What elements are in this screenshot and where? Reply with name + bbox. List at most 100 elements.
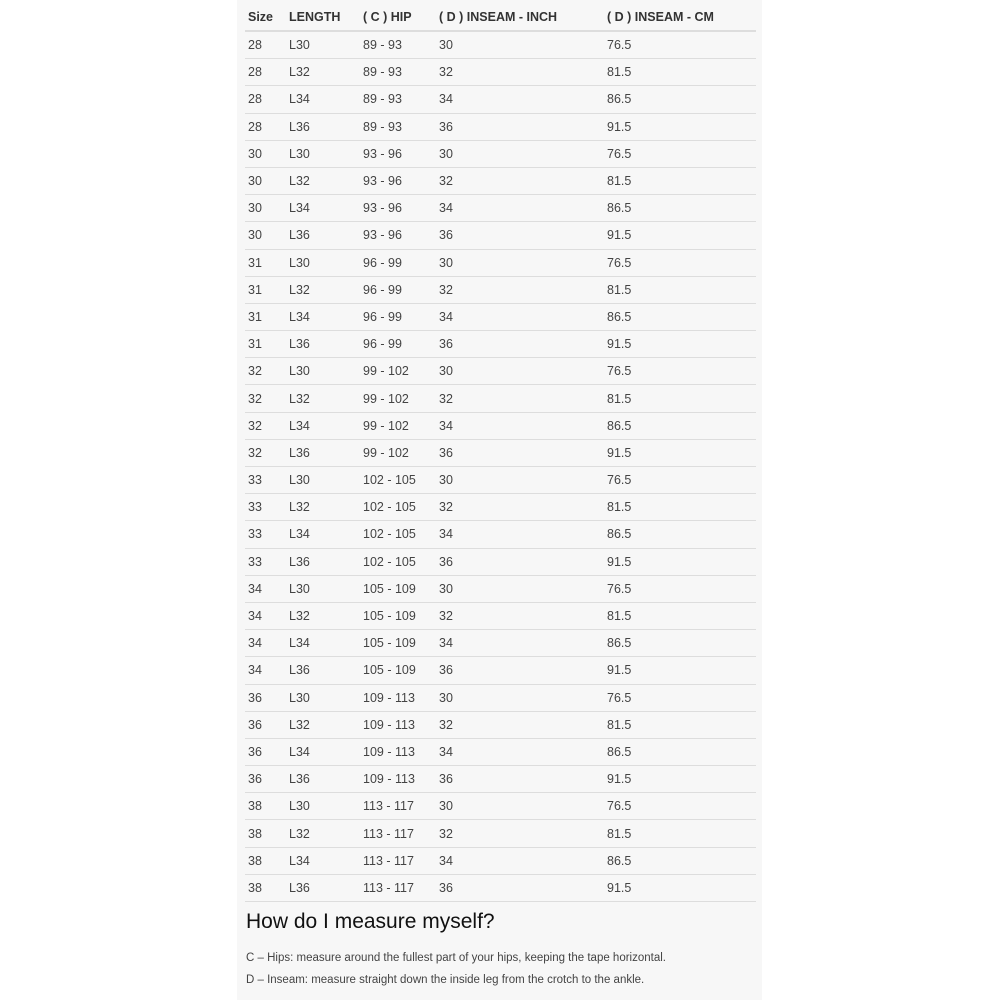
cell-size: 31: [245, 248, 286, 277]
cell-hip: 99 - 102: [360, 411, 436, 440]
cell-inseam-inch: 30: [436, 248, 604, 277]
table-row: 28 L30 89 - 93 30 76.5: [245, 30, 756, 59]
cell-size: 28: [245, 85, 286, 114]
cell-length: L34: [286, 846, 360, 875]
cell-length: L32: [286, 384, 360, 413]
cell-hip: 105 - 109: [360, 574, 436, 603]
cell-size: 28: [245, 112, 286, 141]
cell-hip: 109 - 113: [360, 683, 436, 712]
cell-inseam-inch: 32: [436, 58, 604, 86]
cell-hip: 105 - 109: [360, 629, 436, 657]
cell-inseam-cm: 81.5: [604, 601, 756, 630]
cell-length: L32: [286, 58, 360, 86]
cell-length: L30: [286, 465, 360, 494]
cell-hip: 113 - 117: [360, 846, 436, 875]
cell-inseam-inch: 36: [436, 656, 604, 684]
cell-inseam-inch: 32: [436, 493, 604, 521]
cell-size: 33: [245, 493, 286, 521]
cell-length: L30: [286, 683, 360, 712]
table-row: 32 L32 99 - 102 32 81.5: [245, 384, 756, 413]
cell-length: L32: [286, 493, 360, 521]
table-row: 34 L30 105 - 109 30 76.5: [245, 574, 756, 603]
cell-hip: 96 - 99: [360, 275, 436, 304]
cell-inseam-cm: 91.5: [604, 330, 756, 358]
cell-size: 28: [245, 58, 286, 86]
cell-hip: 96 - 99: [360, 302, 436, 331]
cell-inseam-inch: 36: [436, 221, 604, 249]
cell-size: 33: [245, 465, 286, 494]
cell-inseam-inch: 36: [436, 438, 604, 467]
table-row: 28 L36 89 - 93 36 91.5: [245, 112, 756, 141]
cell-inseam-inch: 36: [436, 765, 604, 793]
cell-hip: 109 - 113: [360, 737, 436, 766]
cell-length: L30: [286, 792, 360, 820]
cell-inseam-cm: 76.5: [604, 357, 756, 385]
cell-length: L30: [286, 30, 360, 59]
cell-inseam-inch: 36: [436, 547, 604, 576]
cell-hip: 113 - 117: [360, 819, 436, 848]
cell-inseam-inch: 30: [436, 357, 604, 385]
cell-inseam-cm: 91.5: [604, 873, 756, 903]
cell-size: 31: [245, 302, 286, 331]
cell-hip: 89 - 93: [360, 30, 436, 59]
cell-length: L36: [286, 873, 360, 903]
cell-inseam-cm: 76.5: [604, 465, 756, 494]
cell-inseam-inch: 32: [436, 275, 604, 304]
cell-inseam-inch: 36: [436, 873, 604, 903]
cell-hip: 99 - 102: [360, 438, 436, 467]
cell-inseam-cm: 91.5: [604, 547, 756, 576]
table-row: 38 L32 113 - 117 32 81.5: [245, 819, 756, 848]
cell-inseam-inch: 30: [436, 30, 604, 59]
table-row: 32 L34 99 - 102 34 86.5: [245, 411, 756, 440]
cell-inseam-inch: 34: [436, 629, 604, 657]
cell-inseam-cm: 86.5: [604, 194, 756, 222]
cell-inseam-inch: 36: [436, 330, 604, 358]
cell-inseam-inch: 34: [436, 194, 604, 222]
table-row: 30 L32 93 - 96 32 81.5: [245, 166, 756, 195]
cell-length: L32: [286, 166, 360, 195]
cell-size: 30: [245, 139, 286, 168]
cell-inseam-inch: 34: [436, 85, 604, 114]
cell-size: 36: [245, 737, 286, 766]
cell-inseam-cm: 86.5: [604, 302, 756, 331]
cell-inseam-inch: 30: [436, 574, 604, 603]
table-row: 38 L34 113 - 117 34 86.5: [245, 846, 756, 875]
cell-inseam-inch: 34: [436, 302, 604, 331]
cell-length: L32: [286, 275, 360, 304]
table-row: 30 L34 93 - 96 34 86.5: [245, 194, 756, 222]
cell-inseam-inch: 36: [436, 112, 604, 141]
cell-size: 31: [245, 330, 286, 358]
cell-hip: 105 - 109: [360, 601, 436, 630]
cell-inseam-inch: 30: [436, 139, 604, 168]
cell-inseam-cm: 81.5: [604, 58, 756, 86]
cell-inseam-cm: 91.5: [604, 656, 756, 684]
cell-inseam-cm: 81.5: [604, 710, 756, 739]
cell-size: 34: [245, 574, 286, 603]
table-row: 34 L34 105 - 109 34 86.5: [245, 629, 756, 657]
cell-inseam-inch: 32: [436, 166, 604, 195]
cell-inseam-cm: 76.5: [604, 683, 756, 712]
cell-inseam-inch: 32: [436, 384, 604, 413]
header-inseam-inch: ( D ) INSEAM - INCH: [436, 4, 604, 32]
cell-inseam-cm: 81.5: [604, 819, 756, 848]
cell-length: L30: [286, 139, 360, 168]
cell-length: L36: [286, 765, 360, 793]
cell-inseam-inch: 32: [436, 710, 604, 739]
table-row: 31 L32 96 - 99 32 81.5: [245, 275, 756, 304]
table-row: 33 L34 102 - 105 34 86.5: [245, 520, 756, 549]
cell-size: 33: [245, 520, 286, 549]
cell-length: L36: [286, 112, 360, 141]
table-row: 34 L32 105 - 109 32 81.5: [245, 601, 756, 630]
cell-inseam-inch: 30: [436, 465, 604, 494]
cell-inseam-cm: 76.5: [604, 248, 756, 277]
table-row: 36 L36 109 - 113 36 91.5: [245, 765, 756, 793]
cell-hip: 89 - 93: [360, 85, 436, 114]
table-row: 33 L36 102 - 105 36 91.5: [245, 547, 756, 576]
cell-hip: 113 - 117: [360, 792, 436, 820]
table-row: 36 L30 109 - 113 30 76.5: [245, 683, 756, 712]
cell-length: L36: [286, 438, 360, 467]
cell-inseam-inch: 34: [436, 520, 604, 549]
header-inseam-cm: ( D ) INSEAM - CM: [604, 4, 756, 32]
table-row: 32 L36 99 - 102 36 91.5: [245, 438, 756, 467]
cell-inseam-cm: 86.5: [604, 846, 756, 875]
